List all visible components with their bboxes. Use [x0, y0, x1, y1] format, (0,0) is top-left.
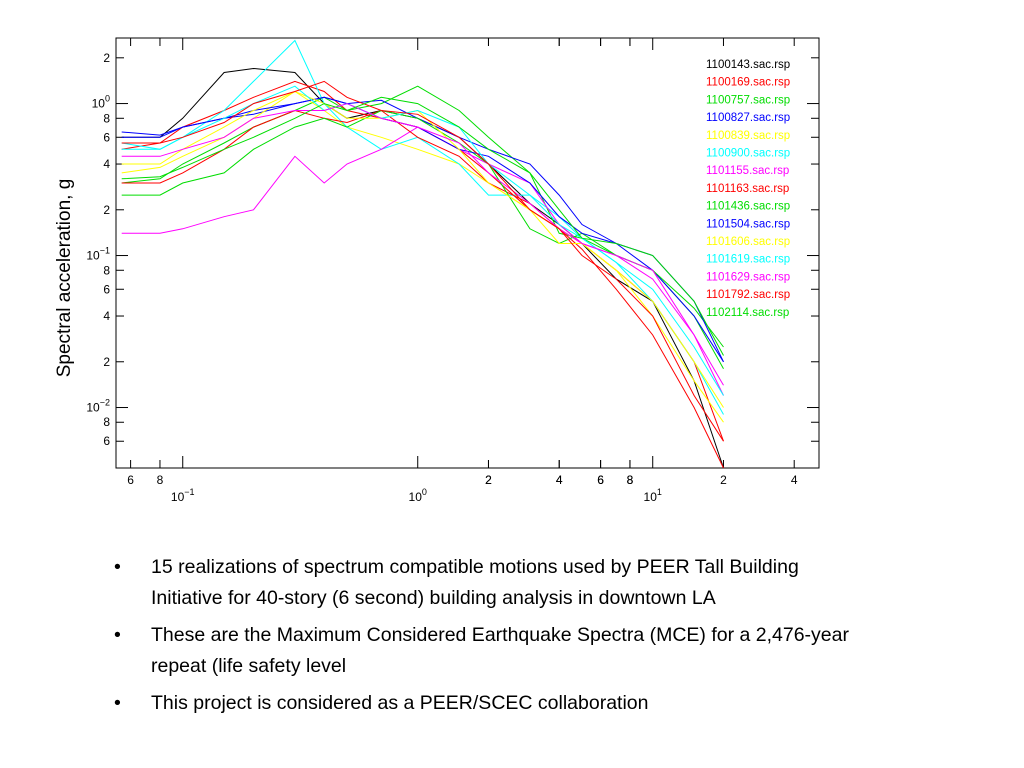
tick-label: 2	[103, 203, 110, 217]
tick-label-base: 8	[627, 473, 634, 487]
tick-label-base: 6	[103, 282, 110, 296]
tick-label: 8	[157, 473, 164, 487]
legend-entry: 1100900.sac.rsp	[706, 148, 790, 160]
tick-label-base: 2	[103, 203, 110, 217]
tick-label-exponent: 1	[657, 487, 662, 497]
tick-label-base: 10	[171, 490, 185, 504]
tick-label: 8	[103, 415, 110, 429]
series-line	[121, 80, 724, 442]
bullet-item: This project is considered as a PEER/SCE…	[110, 688, 850, 719]
tick-label-base: 6	[103, 130, 110, 144]
series-line	[121, 67, 724, 469]
tick-label-base: 10	[86, 249, 100, 263]
series-line	[121, 96, 724, 363]
tick-label-base: 6	[597, 473, 604, 487]
tick-label-base: 6	[103, 434, 110, 448]
tick-label: 8	[627, 473, 634, 487]
tick-label: 8	[103, 263, 110, 277]
tick-label-base: 10	[92, 97, 106, 111]
tick-label: 8	[103, 111, 110, 125]
tick-label-base: 4	[556, 473, 563, 487]
tick-label: 10−1	[171, 487, 195, 504]
series-line	[121, 96, 724, 363]
legend-entry: 1100839.sac.rsp	[706, 130, 790, 142]
tick-label-base: 10	[644, 490, 658, 504]
tick-label: 4	[556, 473, 563, 487]
tick-label-base: 2	[485, 473, 492, 487]
tick-label: 4	[791, 473, 798, 487]
tick-label: 10−1	[86, 246, 110, 263]
tick-label: 100	[409, 487, 427, 504]
tick-label: 8	[627, 473, 634, 487]
tick-label-base: 2	[103, 355, 110, 369]
series-line	[121, 96, 724, 356]
tick-label-base: 6	[127, 473, 134, 487]
plot-frame	[115, 37, 820, 469]
tick-label-base: 10	[409, 490, 423, 504]
tick-label-base: 10	[86, 401, 100, 415]
tick-label: 2	[103, 51, 110, 65]
tick-label-exponent: −1	[100, 246, 110, 256]
bullet-list: 15 realizations of spectrum compatible m…	[110, 552, 850, 725]
tick-label: 2	[485, 473, 492, 487]
legend-entry: 1101792.sac.rsp	[706, 289, 790, 301]
tick-label-base: 4	[103, 157, 110, 171]
legend-entry: 1101619.sac.rsp	[706, 254, 790, 266]
tick-label-exponent: 0	[422, 487, 427, 497]
tick-label: 101	[644, 487, 662, 504]
legend-entry: 1100143.sac.rsp	[706, 59, 790, 71]
tick-label: 2	[485, 473, 492, 487]
tick-label: 2	[720, 473, 727, 487]
tick-label-base: 8	[157, 473, 164, 487]
tick-label-base: 2	[720, 473, 727, 487]
series-line	[121, 103, 724, 386]
series-line	[121, 109, 724, 348]
legend-entry: 1102114.sac.rsp	[706, 307, 789, 319]
legend-entry: 1101163.sac.rsp	[706, 183, 789, 195]
tick-label: 4	[556, 473, 563, 487]
tick-label-exponent: −1	[184, 487, 194, 497]
tick-label: 2	[103, 355, 110, 369]
tick-label-base: 4	[103, 309, 110, 323]
series-line	[121, 126, 724, 396]
legend-entry: 1101436.sac.rsp	[706, 201, 790, 213]
tick-label: 6	[127, 473, 134, 487]
tick-label-exponent: −2	[100, 398, 110, 408]
y-axis-label: Spectral acceleration, g	[54, 179, 75, 378]
tick-label: 4	[103, 157, 110, 171]
legend-entry: 1101504.sac.rsp	[706, 218, 790, 230]
tick-label-base: 4	[791, 473, 798, 487]
tick-label: 6	[103, 434, 110, 448]
series-line	[121, 85, 724, 396]
tick-label: 6	[597, 473, 604, 487]
tick-label-base: 8	[103, 263, 110, 277]
tick-label: 4	[103, 309, 110, 323]
legend-entry: 1101629.sac.rsp	[706, 271, 790, 283]
legend-entry: 1100169.sac.rsp	[706, 77, 790, 89]
legend-entry: 1101155.sac.rsp	[706, 165, 789, 177]
tick-label: 6	[103, 130, 110, 144]
tick-label: 10−2	[86, 398, 110, 415]
tick-label-exponent: 0	[105, 94, 110, 104]
tick-label: 100	[92, 94, 110, 111]
tick-label-base: 8	[103, 415, 110, 429]
legend-entry: 1100827.sac.rsp	[706, 112, 790, 124]
bullet-item: 15 realizations of spectrum compatible m…	[110, 552, 850, 614]
bullet-item: These are the Maximum Considered Earthqu…	[110, 620, 850, 682]
tick-label: 6	[597, 473, 604, 487]
tick-label: 6	[103, 282, 110, 296]
series-line	[121, 80, 724, 442]
tick-label-base: 8	[103, 111, 110, 125]
series-line	[121, 39, 724, 415]
legend-entry: 1101606.sac.rsp	[706, 236, 790, 248]
legend-entry: 1100757.sac.rsp	[706, 94, 790, 106]
